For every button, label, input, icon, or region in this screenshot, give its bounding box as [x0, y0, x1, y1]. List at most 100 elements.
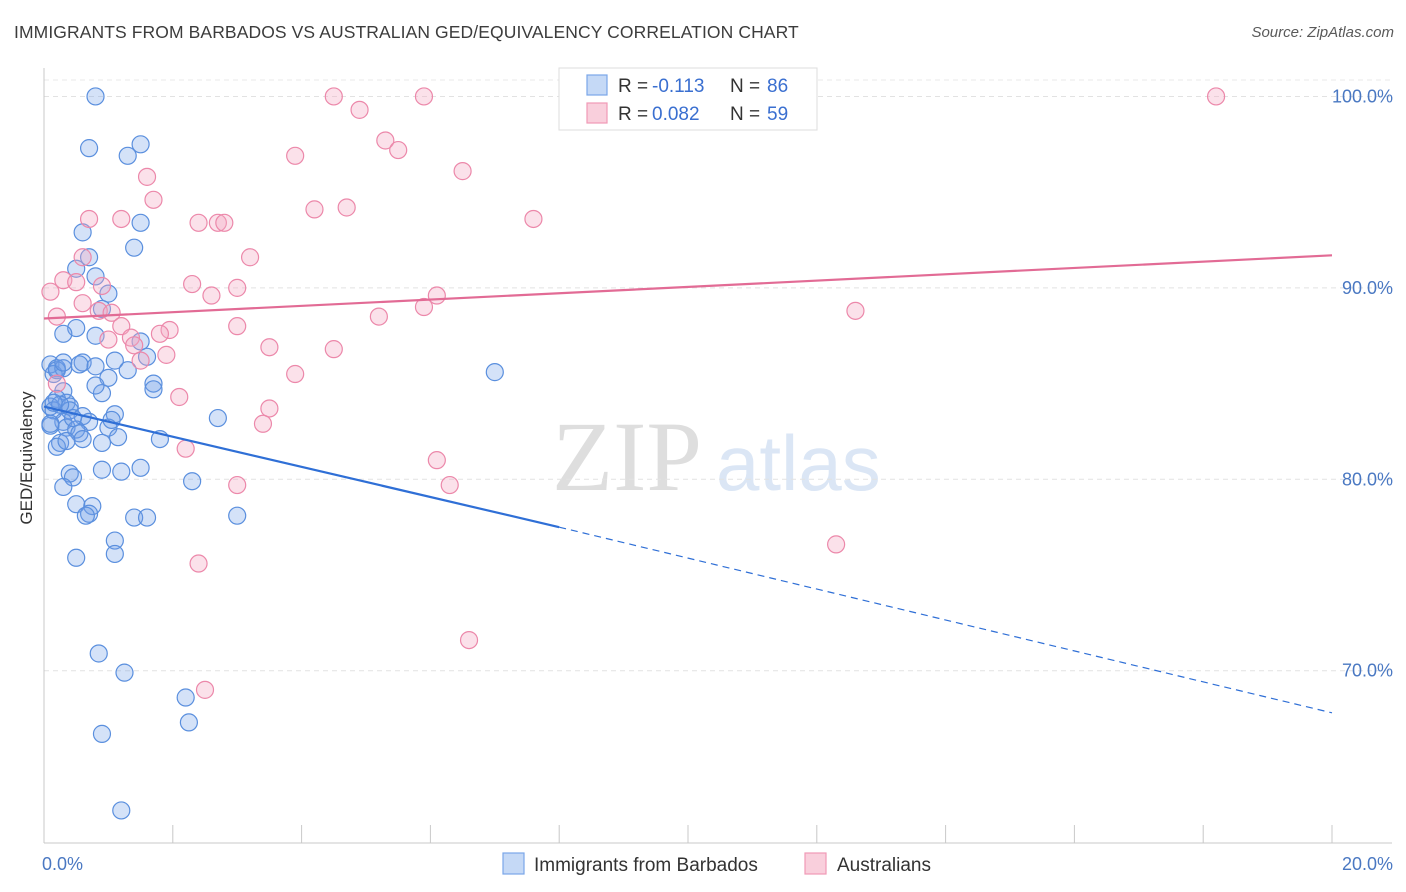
- point-1-50: [176, 439, 195, 458]
- legend-r-value-1: -0.113: [652, 76, 704, 97]
- bottom-legend-label-barbados: Immigrants from Barbados: [534, 855, 758, 876]
- point-1-58: [73, 294, 92, 313]
- axes: [43, 68, 1392, 844]
- trend-line-0: [43, 405, 560, 529]
- point-0-13: [54, 324, 73, 343]
- point-0-1: [79, 139, 99, 158]
- point-0-51: [208, 408, 227, 428]
- point-0-6: [125, 238, 144, 257]
- point-0-3: [131, 135, 150, 154]
- legend-r-label-2: R =: [618, 104, 648, 125]
- point-0-69: [485, 363, 504, 382]
- point-1-8: [137, 167, 157, 186]
- point-0-82: [86, 376, 105, 395]
- point-0-62: [76, 506, 95, 525]
- point-1-0: [324, 87, 343, 106]
- point-1-49: [253, 414, 273, 433]
- point-0-72: [176, 688, 195, 707]
- watermark-zip: ZIP: [552, 401, 702, 512]
- point-1-18: [73, 248, 92, 267]
- point-0-56: [131, 458, 150, 477]
- bottom-legend-swatch-barbados: [502, 852, 525, 875]
- point-0-24: [118, 361, 137, 380]
- y-tick-label-3: 70.0%: [1342, 661, 1393, 681]
- point-1-28: [414, 297, 434, 317]
- point-1-56: [459, 630, 479, 650]
- point-1-41: [260, 338, 279, 357]
- point-0-81: [57, 431, 76, 451]
- point-1-44: [157, 345, 176, 364]
- point-1-46: [47, 374, 66, 393]
- point-1-39: [99, 330, 118, 349]
- point-1-30: [102, 303, 121, 322]
- point-1-47: [170, 387, 189, 407]
- point-1-17: [524, 209, 543, 229]
- point-0-66: [105, 531, 124, 550]
- point-1-21: [67, 273, 86, 292]
- point-0-5: [131, 213, 150, 232]
- point-0-55: [112, 462, 131, 481]
- point-1-22: [183, 274, 202, 294]
- legend-n-label-1: N =: [730, 76, 760, 97]
- point-0-23: [86, 357, 105, 376]
- point-1-10: [305, 200, 324, 219]
- x-tick-label-0: 0.0%: [42, 854, 83, 874]
- point-1-19: [240, 248, 260, 267]
- series-0: [41, 87, 504, 820]
- legend-swatch-barbados: [586, 74, 608, 96]
- point-1-54: [827, 535, 846, 554]
- point-0-7: [67, 259, 86, 278]
- point-0-50: [47, 437, 66, 456]
- point-1-1: [414, 87, 434, 106]
- point-1-52: [440, 475, 459, 495]
- point-1-9: [144, 190, 163, 209]
- legend-box: R = -0.113 N = 86 R = 0.082 N = 59: [558, 67, 818, 131]
- source-label: Source: ZipAtlas.com: [1251, 24, 1394, 41]
- legend-r-value-2: 0.082: [652, 104, 700, 125]
- point-1-51: [427, 451, 446, 470]
- point-1-42: [324, 340, 343, 359]
- point-1-13: [112, 209, 131, 229]
- y-tick-label-2: 80.0%: [1342, 469, 1393, 489]
- point-0-46: [73, 430, 92, 449]
- point-1-43: [131, 351, 150, 370]
- legend-r-label-1: R =: [618, 76, 648, 97]
- point-0-75: [112, 801, 131, 820]
- point-1-16: [215, 213, 234, 232]
- point-0-58: [54, 477, 73, 497]
- point-1-33: [846, 301, 865, 320]
- point-0-68: [67, 548, 86, 567]
- point-1-40: [125, 336, 144, 355]
- legend-n-value-1: 86: [767, 76, 788, 97]
- point-1-6: [286, 146, 305, 165]
- y-axis-title: GED/Equivalency: [17, 391, 36, 525]
- point-1-57: [195, 680, 215, 699]
- grid-lines: [44, 79, 1392, 672]
- point-0-2: [118, 146, 137, 165]
- point-0-74: [92, 724, 112, 743]
- point-1-24: [228, 278, 247, 297]
- bottom-legend-label-australians: Australians: [837, 855, 931, 876]
- point-0-57: [183, 472, 202, 491]
- point-1-35: [160, 320, 179, 340]
- point-1-14: [189, 213, 208, 232]
- point-1-4: [376, 131, 395, 150]
- point-1-26: [202, 286, 221, 305]
- point-1-32: [369, 307, 388, 326]
- x-tick-label-1: 20.0%: [1342, 854, 1393, 874]
- point-0-65: [228, 506, 247, 525]
- trend-lines: [43, 254, 1333, 714]
- y-tick-label-1: 90.0%: [1342, 278, 1393, 298]
- point-0-83: [54, 353, 73, 372]
- legend-n-value-2: 59: [767, 104, 788, 125]
- point-1-25: [41, 282, 60, 301]
- point-0-45: [108, 428, 128, 447]
- point-0-79: [70, 355, 89, 374]
- point-1-11: [337, 198, 356, 217]
- point-1-23: [92, 276, 112, 296]
- point-1-48: [260, 399, 279, 418]
- point-1-55: [189, 554, 208, 573]
- legend-n-label-2: N =: [730, 104, 760, 125]
- bottom-legend-swatch-australians: [804, 852, 827, 875]
